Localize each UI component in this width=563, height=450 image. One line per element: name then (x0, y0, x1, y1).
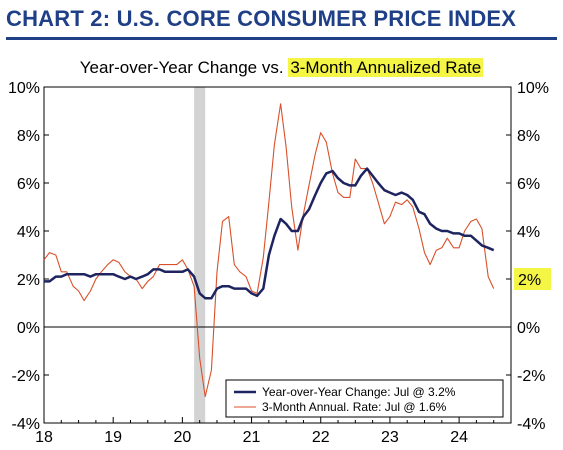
y-tick-label-right: 4% (517, 224, 540, 241)
subtitle-part-1: Year-over-Year Change vs. (79, 58, 289, 77)
series-yoy-line (44, 167, 495, 300)
subtitle-highlight: 3-Month Annualized Rate (288, 58, 484, 77)
x-tick-label: 23 (381, 429, 399, 446)
x-tick-label: 18 (35, 429, 53, 446)
y-tick-label-right: 8% (517, 128, 540, 145)
y-tick-label-right: 0% (517, 320, 540, 337)
legend-box (225, 379, 504, 418)
legend-label: Year-over-Year Change: Jul @ 3.2% (262, 385, 456, 399)
right-highlight-box (514, 268, 551, 290)
legend-layer: Year-over-Year Change: Jul @ 3.2%3-Month… (225, 379, 504, 418)
legend-label: 3-Month Annual. Rate: Jul @ 1.6% (262, 400, 447, 414)
chart-title: CHART 2: U.S. CORE CONSUMER PRICE INDEX (6, 6, 517, 31)
x-tick-label: 22 (312, 429, 330, 446)
y-tick-label-left: 8% (17, 128, 40, 145)
x-tick-label: 24 (450, 429, 468, 446)
y-tick-label-left: -4% (12, 416, 40, 433)
series-3m-annualized-line (43, 103, 495, 398)
y-tick-label-left: 0% (17, 320, 40, 337)
y-tick-label-right: 6% (517, 176, 540, 193)
axis-layer: -4% -4% -2% -2% 0% 0% 2% 4% 4% 6% 6% 8% 8% 10% 10% 2% 18… (8, 80, 551, 446)
y-tick-label-right: -2% (517, 368, 545, 385)
series-layer (43, 103, 495, 398)
plot-frame (43, 86, 512, 424)
right-highlight-label: 2% (518, 272, 541, 289)
header-rule (6, 37, 557, 40)
y-tick-label-right: 10% (517, 80, 549, 97)
chart-subtitle: Year-over-Year Change vs. 3-Month Annual… (0, 58, 563, 78)
recession-band-layer (194, 87, 206, 423)
y-tick-label-left: 10% (8, 80, 40, 97)
y-tick-label-left: 2% (17, 272, 40, 289)
y-tick-label-right: -4% (517, 416, 545, 433)
x-tick-label: 19 (104, 429, 122, 446)
y-tick-label-left: 4% (17, 224, 40, 241)
y-tick-label-left: -2% (12, 368, 40, 385)
x-tick-label: 21 (243, 429, 261, 446)
y-tick-label-left: 6% (17, 176, 40, 193)
chart-header: CHART 2: U.S. CORE CONSUMER PRICE INDEX (0, 0, 563, 40)
recession-band (194, 87, 206, 423)
x-tick-label: 20 (173, 429, 191, 446)
